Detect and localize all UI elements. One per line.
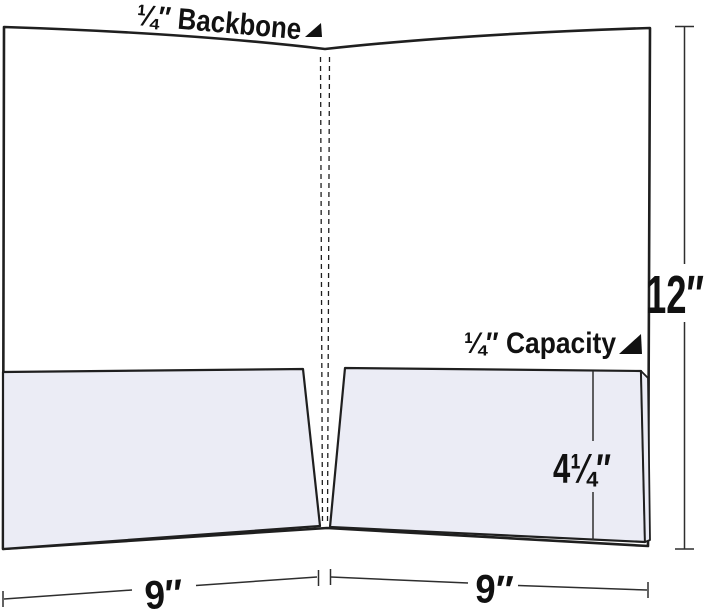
- height-dimension-label: 12″: [646, 265, 704, 325]
- left-panel-width-label: 9″: [143, 572, 184, 613]
- right-panel-width-dimension: [329, 569, 649, 598]
- height-dimension: [675, 25, 694, 550]
- backbone-fold-line-left: [319, 56, 324, 525]
- capacity-pointer-icon: [619, 334, 642, 354]
- pocket-height-dimension-label: 4¼″: [553, 445, 611, 492]
- capacity-label: ¼″ Capacity: [464, 327, 616, 360]
- backbone-fold-line-right: [326, 56, 331, 525]
- right-panel-width-label: 9″: [474, 567, 514, 613]
- backbone-pointer-icon: [305, 23, 322, 37]
- left-panel-width-dimension: [2, 570, 320, 607]
- left-pocket: [1, 367, 322, 551]
- right-pocket-capacity-fold: [640, 370, 651, 543]
